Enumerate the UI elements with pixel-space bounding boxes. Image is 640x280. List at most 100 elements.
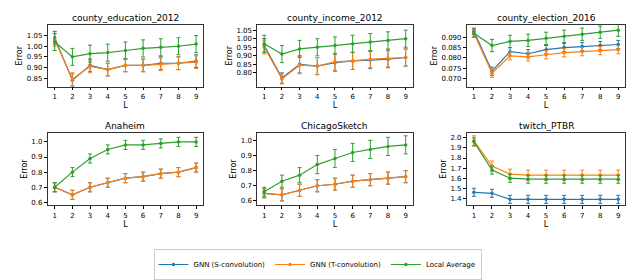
svg-text:0.6: 0.6 — [241, 197, 253, 205]
svg-text:5: 5 — [123, 212, 127, 220]
svg-text:0.9: 0.9 — [241, 152, 252, 160]
svg-text:9: 9 — [616, 212, 620, 220]
svg-text:1: 1 — [262, 212, 266, 220]
svg-text:1.5: 1.5 — [450, 185, 461, 193]
svg-text:8: 8 — [598, 212, 602, 220]
svg-text:county_education_2012: county_education_2012 — [72, 13, 179, 23]
svg-text:L: L — [123, 101, 128, 110]
svg-text:5: 5 — [544, 212, 548, 220]
svg-text:7: 7 — [159, 212, 163, 220]
svg-text:0.090: 0.090 — [441, 34, 461, 42]
svg-text:7: 7 — [580, 212, 584, 220]
svg-text:3: 3 — [297, 212, 301, 220]
svg-text:8: 8 — [176, 212, 180, 220]
svg-text:5: 5 — [544, 93, 548, 101]
svg-text:0.8: 0.8 — [241, 167, 252, 175]
svg-text:7: 7 — [580, 93, 584, 101]
svg-text:3: 3 — [88, 93, 92, 101]
svg-text:8: 8 — [598, 93, 602, 101]
svg-text:L: L — [544, 101, 549, 110]
svg-text:4: 4 — [106, 93, 111, 101]
svg-text:L: L — [333, 101, 338, 110]
svg-text:twitch_PTBR: twitch_PTBR — [519, 121, 574, 131]
svg-text:1.00: 1.00 — [27, 43, 43, 51]
svg-text:2: 2 — [490, 93, 494, 101]
svg-text:1.6: 1.6 — [450, 175, 462, 183]
svg-text:L: L — [333, 220, 338, 229]
svg-text:9: 9 — [403, 212, 407, 220]
svg-text:2: 2 — [490, 212, 494, 220]
svg-text:6: 6 — [562, 212, 567, 220]
svg-text:0.080: 0.080 — [441, 54, 461, 62]
svg-text:7: 7 — [159, 93, 163, 101]
svg-text:0.95: 0.95 — [236, 44, 252, 52]
svg-text:1.05: 1.05 — [236, 27, 252, 35]
svg-text:8: 8 — [386, 93, 390, 101]
svg-text:GNN (T-convolution): GNN (T-convolution) — [310, 261, 381, 269]
svg-text:2: 2 — [70, 93, 74, 101]
svg-text:Error: Error — [15, 45, 24, 65]
svg-text:Local Average: Local Average — [426, 261, 475, 269]
svg-text:Error: Error — [229, 159, 238, 179]
svg-text:0.7: 0.7 — [241, 182, 252, 190]
svg-text:9: 9 — [194, 93, 198, 101]
svg-text:4: 4 — [526, 212, 531, 220]
svg-text:0.070: 0.070 — [441, 75, 461, 83]
svg-text:0.85: 0.85 — [236, 61, 252, 69]
svg-text:1.7: 1.7 — [450, 165, 461, 173]
svg-text:GNN (S-convolution): GNN (S-convolution) — [194, 261, 266, 269]
svg-text:0.6: 0.6 — [31, 199, 43, 207]
svg-text:1.9: 1.9 — [450, 144, 461, 152]
svg-text:4: 4 — [315, 93, 320, 101]
svg-text:1.0: 1.0 — [31, 138, 42, 146]
svg-text:2: 2 — [70, 212, 74, 220]
svg-text:0.8: 0.8 — [31, 169, 42, 177]
svg-text:8: 8 — [176, 93, 180, 101]
svg-text:ChicagoSketch: ChicagoSketch — [301, 121, 368, 131]
svg-text:county_income_2012: county_income_2012 — [287, 13, 383, 23]
svg-text:7: 7 — [368, 93, 372, 101]
svg-text:3: 3 — [88, 212, 92, 220]
svg-text:2.0: 2.0 — [450, 134, 461, 142]
svg-text:0.085: 0.085 — [441, 44, 461, 52]
svg-text:0.90: 0.90 — [27, 64, 43, 72]
svg-text:Anaheim: Anaheim — [105, 121, 145, 131]
svg-text:1: 1 — [262, 93, 266, 101]
svg-text:4: 4 — [106, 212, 111, 220]
svg-text:6: 6 — [141, 212, 146, 220]
svg-text:6: 6 — [350, 93, 355, 101]
svg-text:0.9: 0.9 — [31, 153, 42, 161]
svg-text:3: 3 — [297, 93, 301, 101]
svg-text:1: 1 — [52, 93, 56, 101]
svg-text:6: 6 — [141, 93, 146, 101]
svg-text:Error: Error — [439, 159, 448, 179]
svg-text:1.05: 1.05 — [27, 32, 43, 40]
svg-text:1: 1 — [472, 212, 476, 220]
svg-text:1.8: 1.8 — [450, 154, 461, 162]
svg-text:5: 5 — [333, 212, 337, 220]
svg-text:0.95: 0.95 — [27, 53, 43, 61]
svg-text:1.0: 1.0 — [241, 137, 252, 145]
svg-text:county_election_2016: county_election_2016 — [497, 13, 596, 23]
svg-text:0.80: 0.80 — [236, 69, 252, 77]
svg-text:4: 4 — [315, 212, 320, 220]
svg-text:L: L — [544, 220, 549, 229]
svg-text:5: 5 — [333, 93, 337, 101]
svg-text:2: 2 — [280, 212, 284, 220]
svg-text:Error: Error — [225, 45, 234, 65]
svg-text:0.90: 0.90 — [236, 52, 252, 60]
svg-text:0.7: 0.7 — [31, 184, 42, 192]
svg-text:8: 8 — [386, 212, 390, 220]
svg-text:9: 9 — [403, 93, 407, 101]
svg-text:1: 1 — [472, 93, 476, 101]
svg-text:Error: Error — [430, 45, 439, 65]
svg-text:3: 3 — [508, 212, 512, 220]
svg-text:3: 3 — [508, 93, 512, 101]
svg-text:1: 1 — [52, 212, 56, 220]
svg-text:5: 5 — [123, 93, 127, 101]
svg-text:2: 2 — [280, 93, 284, 101]
svg-text:1.4: 1.4 — [450, 195, 462, 203]
svg-text:7: 7 — [368, 212, 372, 220]
svg-text:4: 4 — [526, 93, 531, 101]
svg-text:0.075: 0.075 — [441, 65, 461, 73]
